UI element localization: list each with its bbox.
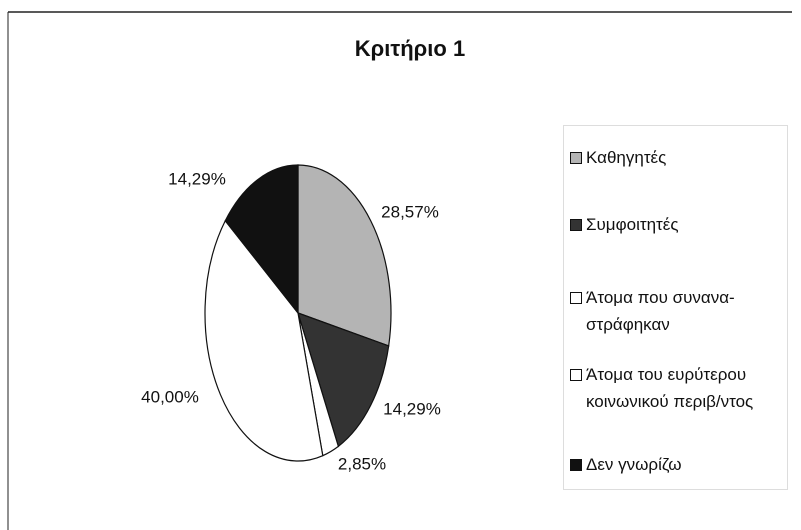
data-label: 2,85% <box>338 454 386 473</box>
legend-item: Άτομα που συνανα-στράφηκαν <box>570 284 788 338</box>
data-label: 14,29% <box>168 169 226 188</box>
chart-title: Κριτήριο 1 <box>355 36 465 61</box>
legend-label: Άτομα του ευρύτερου κοινωνικού περιβ/ντο… <box>586 365 754 411</box>
pie-slice <box>204 219 324 462</box>
legend-swatch <box>570 219 582 231</box>
legend-item: Δεν γνωρίζω <box>570 451 788 478</box>
legend-swatch <box>570 459 582 471</box>
legend-swatch <box>570 152 582 164</box>
pie-slice <box>224 164 299 315</box>
legend-item: Συμφοιτητές <box>570 211 788 238</box>
legend-label: Συμφοιτητές <box>586 215 679 234</box>
legend-label: Δεν γνωρίζω <box>586 455 682 474</box>
data-label: 28,57% <box>381 202 439 221</box>
data-label: 40,00% <box>141 387 199 406</box>
data-label: 14,29% <box>383 399 441 418</box>
legend: Καθηγητές Συμφοιτητές Άτομα που συνανα-στρ… <box>563 125 788 490</box>
legend-swatch <box>570 292 582 304</box>
legend-item: Καθηγητές <box>570 144 788 171</box>
legend-swatch <box>570 369 582 381</box>
legend-label: Καθηγητές <box>586 148 667 167</box>
legend-label: Άτομα που συνανα-στράφηκαν <box>586 288 735 334</box>
pie-slice <box>297 312 390 448</box>
legend-item: Άτομα του ευρύτερου κοινωνικού περιβ/ντο… <box>570 361 788 415</box>
pie-slice <box>297 164 392 347</box>
